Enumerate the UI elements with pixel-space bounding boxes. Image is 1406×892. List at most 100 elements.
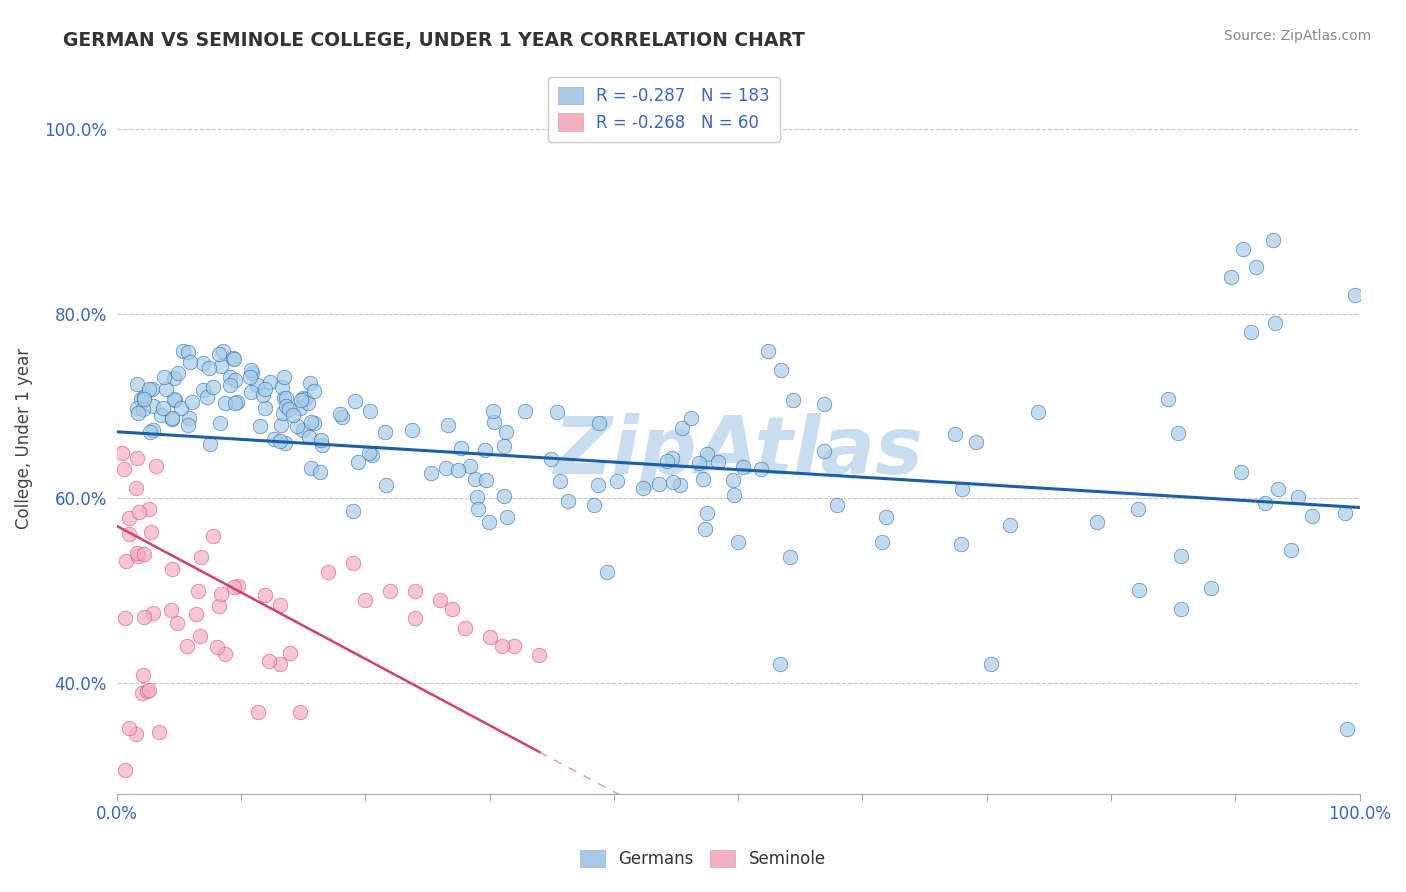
Point [374,425,396,439]
Point [249,418,271,433]
Point [429,592,451,607]
Point [813,396,835,410]
Point [1170,549,1192,563]
Point [125,377,148,392]
Point [141,382,163,396]
Point [998,517,1021,532]
Point [311,433,333,447]
Point [401,423,423,437]
Point [219,378,242,392]
Point [290,392,312,407]
Point [1279,543,1302,558]
Point [142,399,165,413]
Point [132,402,155,417]
Point [596,565,619,579]
Point [655,454,678,468]
Point [290,401,312,415]
Point [546,405,568,419]
Point [359,404,381,418]
Point [187,584,209,599]
Point [813,443,835,458]
Point [495,509,517,524]
Point [302,416,325,430]
Point [721,473,744,487]
Point [478,630,501,644]
Point [291,391,314,405]
Point [344,393,367,408]
Point [661,451,683,466]
Point [165,392,187,407]
Point [1167,426,1189,441]
Point [1254,496,1277,510]
Point [276,400,298,414]
Point [1264,316,1286,330]
Point [669,478,692,492]
Point [142,606,165,620]
Point [329,408,352,422]
Point [186,607,208,622]
Point [513,404,536,418]
Point [138,425,160,440]
Point [467,502,489,516]
Point [132,390,155,404]
Point [226,579,249,593]
Point [166,366,188,380]
Point [291,423,314,437]
Point [1334,506,1357,520]
Point [316,565,339,579]
Point [1085,515,1108,529]
Point [696,506,718,520]
Point [302,384,325,398]
Point [138,682,160,697]
Point [141,524,163,539]
Point [294,392,316,406]
Point [125,546,148,560]
Point [115,554,138,568]
Point [347,455,370,469]
Point [949,537,972,551]
Point [118,526,141,541]
Point [179,355,201,369]
Point [965,435,987,450]
Point [193,356,215,370]
Point [278,646,301,660]
Point [463,472,485,486]
Point [114,611,136,625]
Point [825,499,848,513]
Point [127,549,149,563]
Point [129,392,152,407]
Point [491,639,513,653]
Point [297,396,319,410]
Point [160,562,183,576]
Point [170,401,193,415]
Point [150,408,173,422]
Point [492,489,515,503]
Point [152,401,174,416]
Point [342,503,364,517]
Point [299,460,322,475]
Point [1240,325,1263,339]
Point [160,603,183,617]
Point [166,615,188,630]
Point [361,448,384,462]
Point [214,396,236,410]
Point [1244,260,1267,275]
Point [208,347,231,361]
Point [190,629,212,643]
Point [723,488,745,502]
Point [138,502,160,516]
Point [212,343,235,358]
Point [692,472,714,486]
Point [205,640,228,654]
Text: GERMAN VS SEMINOLE COLLEGE, UNDER 1 YEAR CORRELATION CHART: GERMAN VS SEMINOLE COLLEGE, UNDER 1 YEAR… [63,31,806,50]
Point [142,423,165,437]
Point [269,598,291,612]
Point [253,401,276,415]
Point [950,483,973,497]
Point [124,727,146,741]
Point [298,430,321,444]
Point [163,392,186,407]
Point [246,377,269,392]
Point [176,639,198,653]
Point [380,583,402,598]
